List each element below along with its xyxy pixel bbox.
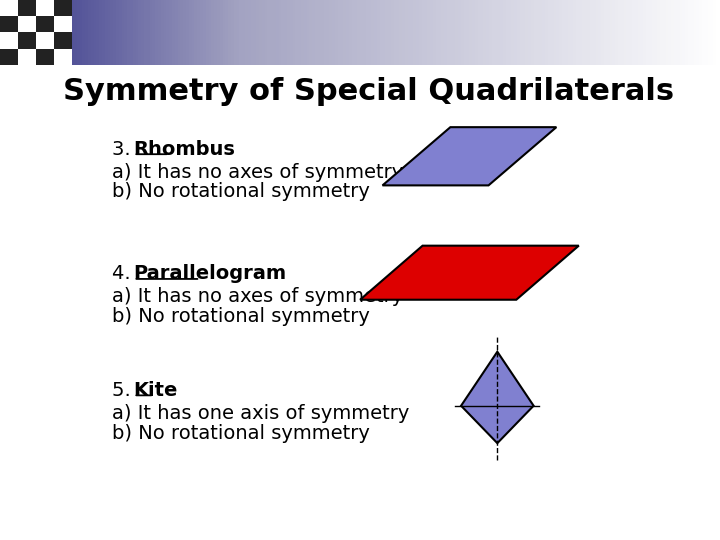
Bar [36, 32, 54, 49]
Polygon shape [461, 352, 534, 443]
Text: Symmetry of Special Quadrilaterals: Symmetry of Special Quadrilaterals [63, 77, 675, 106]
Bar [0, 49, 18, 65]
Text: 3.: 3. [112, 140, 138, 159]
Bar [36, 49, 54, 65]
Bar [18, 0, 36, 16]
Text: b) No rotational symmetry: b) No rotational symmetry [112, 307, 370, 326]
Bar [36, 16, 54, 32]
Text: a) It has no axes of symmetry: a) It has no axes of symmetry [112, 163, 404, 181]
Text: a) It has no axes of symmetry: a) It has no axes of symmetry [112, 287, 404, 306]
Bar [54, 0, 72, 16]
Text: b) No rotational symmetry: b) No rotational symmetry [112, 424, 370, 443]
Bar [36, 0, 54, 16]
Text: 4.: 4. [112, 265, 138, 284]
Text: Parallelogram: Parallelogram [133, 265, 287, 284]
Bar [54, 49, 72, 65]
Text: Rhombus: Rhombus [133, 140, 235, 159]
Text: b) No rotational symmetry: b) No rotational symmetry [112, 183, 370, 201]
Bar [54, 32, 72, 49]
Bar [18, 49, 36, 65]
Bar [54, 16, 72, 32]
Polygon shape [360, 246, 579, 300]
Text: a) It has one axis of symmetry: a) It has one axis of symmetry [112, 404, 410, 423]
Polygon shape [382, 127, 557, 185]
Bar [0, 0, 18, 16]
Bar [0, 16, 18, 32]
Bar [0, 32, 18, 49]
Text: 5.: 5. [112, 381, 138, 400]
Text: Kite: Kite [133, 381, 178, 400]
Bar [18, 32, 36, 49]
Bar [18, 16, 36, 32]
